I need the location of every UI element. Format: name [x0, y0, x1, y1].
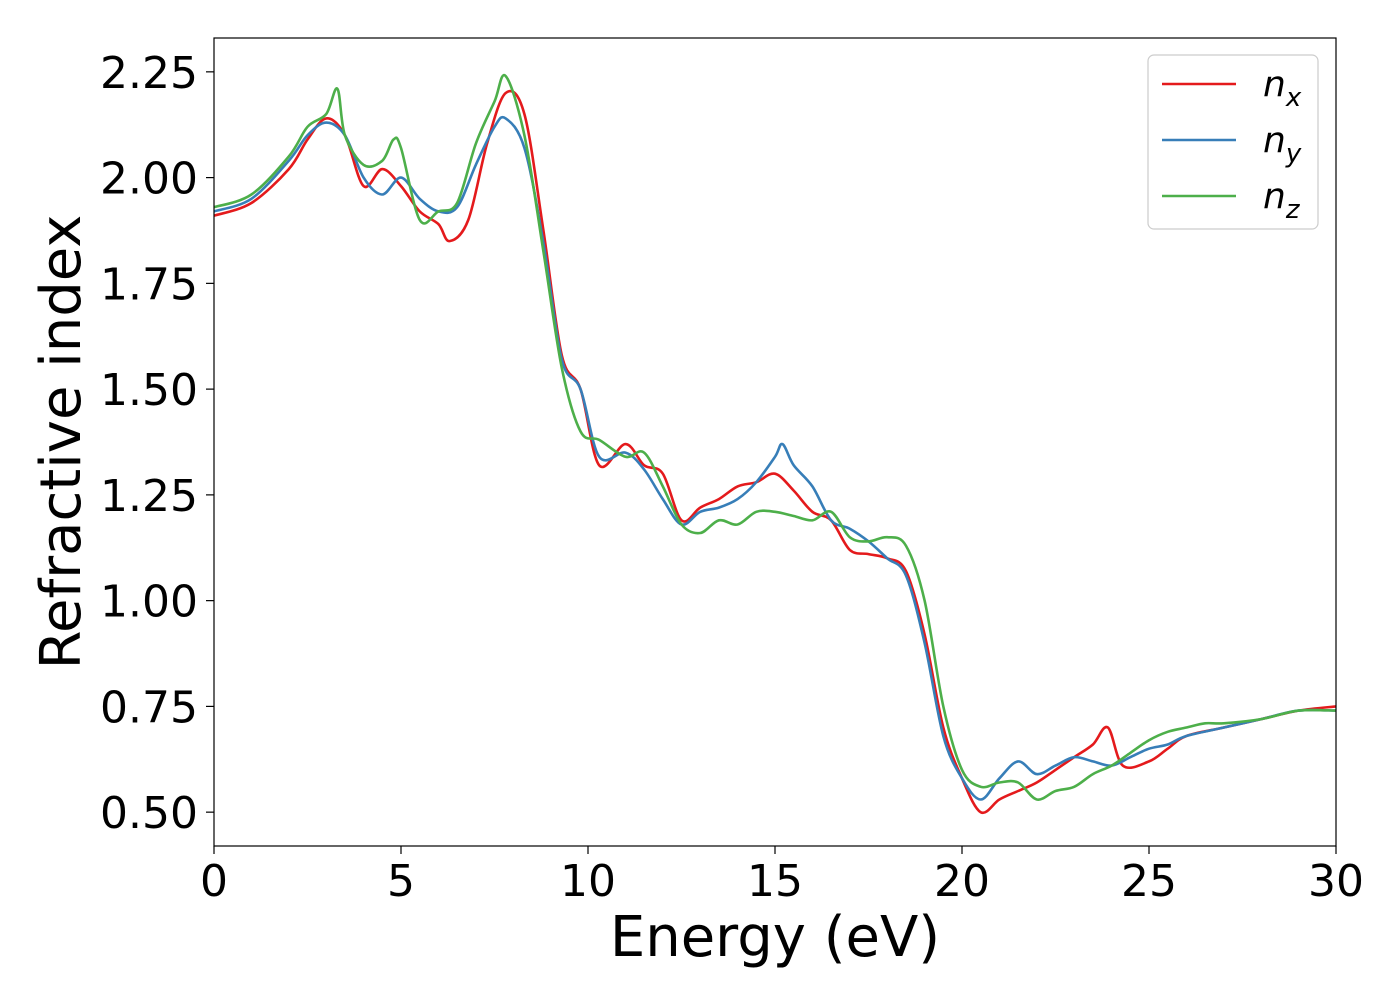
y-tick-label: 0.50: [100, 788, 198, 839]
series-line-x: [214, 89, 1336, 815]
x-tick-label: 10: [560, 856, 616, 907]
y-tick-label: 2.00: [100, 154, 198, 205]
legend-entry-y: ny: [1263, 120, 1302, 169]
x-tick-label: 20: [934, 856, 990, 907]
y-tick-label: 1.50: [100, 365, 198, 416]
x-tick-label: 30: [1308, 856, 1364, 907]
y-axis-label: Refractive index: [29, 215, 94, 670]
y-tick-label: 1.75: [100, 259, 198, 310]
x-tick-label: 25: [1121, 856, 1177, 907]
x-tick-label: 15: [747, 856, 803, 907]
y-tick-label: 2.25: [100, 48, 198, 99]
series-line-y: [214, 115, 1336, 801]
y-tick-label: 1.25: [100, 471, 198, 522]
y-tick-label: 1.00: [100, 577, 198, 628]
series-line-z: [214, 73, 1336, 801]
x-axis-label: Energy (eV): [610, 905, 940, 970]
y-tick-label: 0.75: [100, 682, 198, 733]
legend-entry-x: nx: [1263, 64, 1302, 113]
x-tick-label: 5: [387, 856, 415, 907]
legend-box: [1147, 54, 1319, 230]
x-tick-label: 0: [200, 856, 228, 907]
legend-entry-z: nz: [1263, 176, 1301, 225]
